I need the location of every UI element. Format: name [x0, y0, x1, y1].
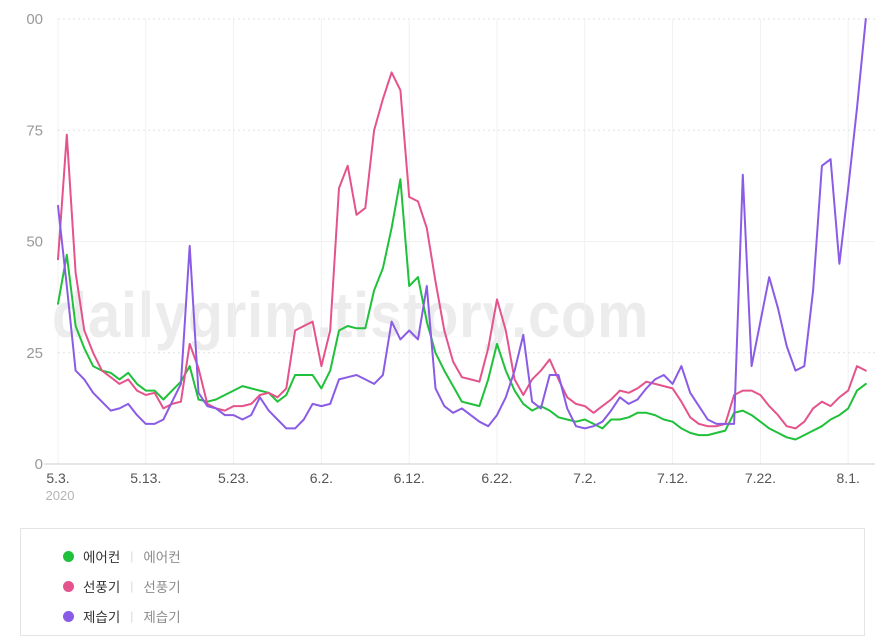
x-axis-tick-label: 6.22.	[481, 470, 512, 486]
series-line-pink[interactable]	[57, 71, 867, 430]
x-axis-tick-label: 8.1.	[837, 470, 860, 486]
line-chart[interactable]: 0 25 50 75 00 5.3. 2020 5.13. 5.23. 6.2. 6.12. 6.22…	[0, 0, 885, 505]
y-axis-tick-label: 75	[26, 122, 43, 139]
y-axis-tick-label: 25	[26, 345, 43, 362]
x-axis-tick-label: 7.12.	[657, 470, 688, 486]
series-line-purple[interactable]	[57, 18, 867, 430]
y-axis-tick-label: 00	[26, 11, 43, 28]
x-axis-tick-label: 6.12.	[394, 470, 425, 486]
legend-color-dot	[63, 580, 74, 592]
x-axis-tick-label: 7.22.	[745, 470, 776, 486]
legend-label: 에어컨	[83, 550, 121, 565]
x-axis-tick-label: 5.23.	[218, 470, 249, 486]
y-axis-tick-label: 50	[26, 234, 43, 251]
watermark: dailygrim.tistory.com	[52, 279, 650, 351]
legend-divider: |	[130, 549, 134, 563]
legend-label: 제습기	[83, 610, 121, 625]
x-axis-tick-label: 6.2.	[310, 470, 333, 486]
legend-item[interactable]: 에어컨 | 에어컨	[63, 541, 864, 571]
legend-label: 선풍기	[83, 580, 121, 595]
x-axis-tick-label: 5.13.	[130, 470, 161, 486]
legend-item[interactable]: 선풍기 | 선풍기	[63, 571, 864, 601]
legend-sub-label: 선풍기	[143, 580, 181, 595]
legend-color-dot	[63, 610, 74, 622]
series-line-green[interactable]	[57, 178, 867, 441]
x-axis-year-label: 2020	[46, 488, 75, 503]
legend-divider: |	[130, 609, 134, 623]
legend-sub-label: 에어컨	[143, 550, 181, 565]
legend-sub-label: 제습기	[143, 610, 181, 625]
legend-item[interactable]: 제습기 | 제습기	[63, 601, 864, 631]
x-axis-tick-label: 7.2.	[573, 470, 596, 486]
x-axis-tick-label: 5.3.	[46, 470, 69, 486]
y-axis-tick-label: 0	[35, 456, 43, 473]
legend-color-dot	[63, 550, 74, 562]
legend-divider: |	[130, 579, 134, 593]
